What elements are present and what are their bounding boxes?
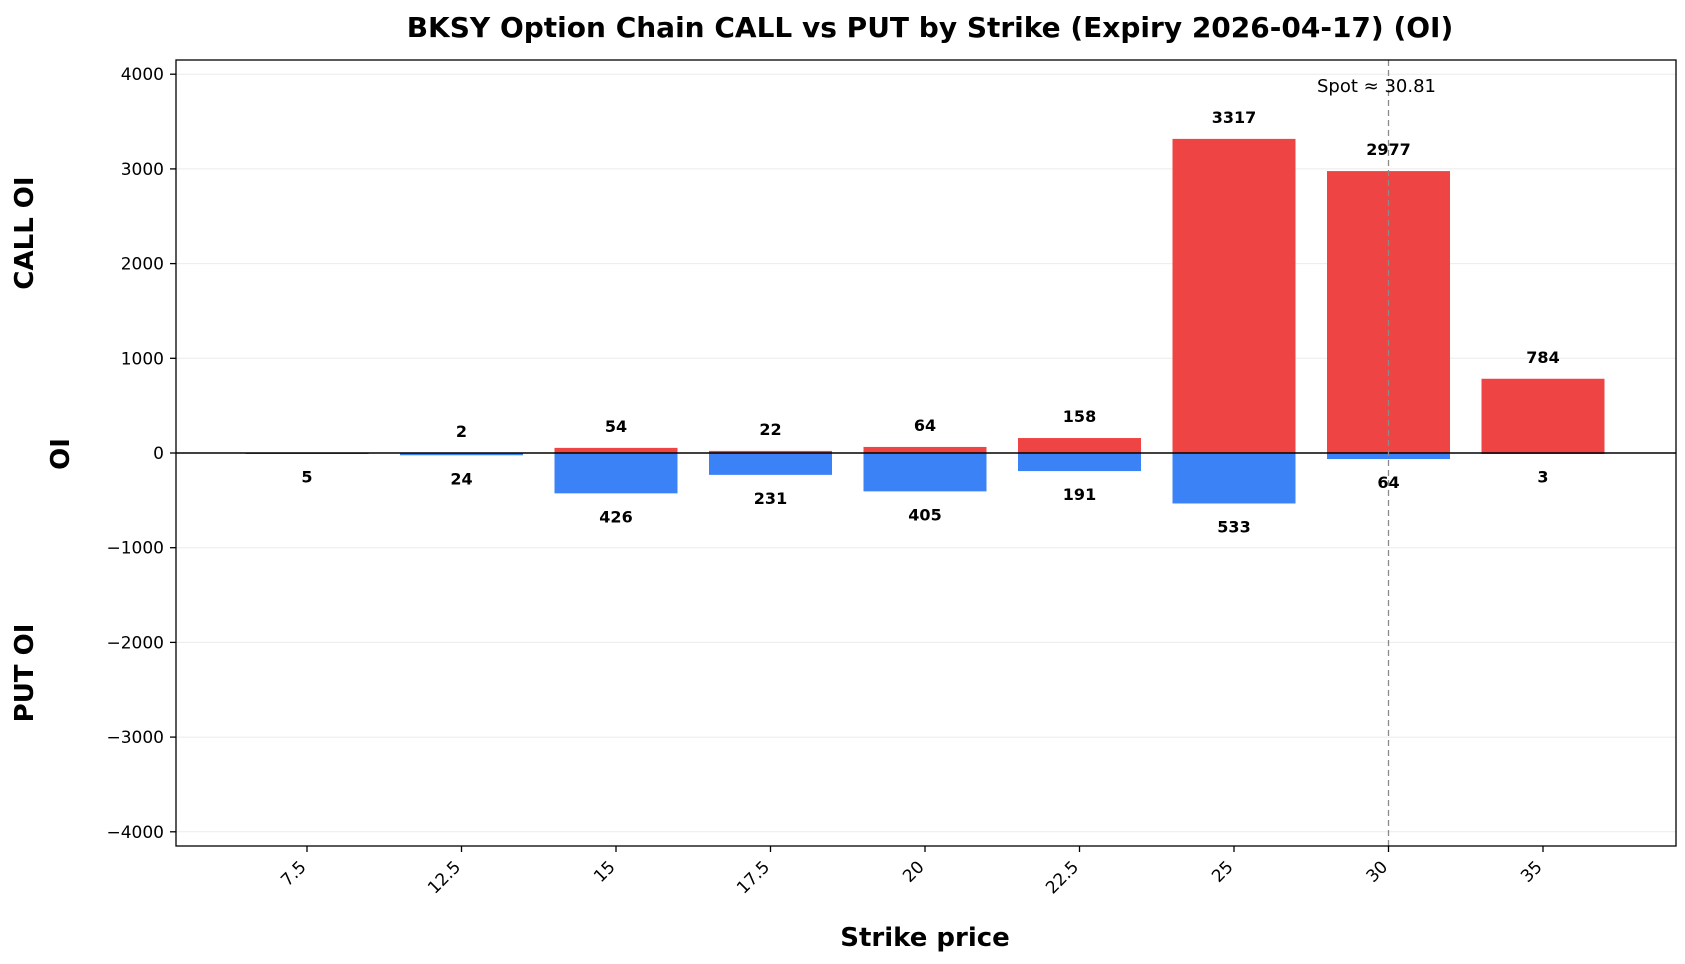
put-bar xyxy=(400,453,523,456)
call-bar xyxy=(1018,438,1141,453)
put-value-label: 533 xyxy=(1217,517,1250,536)
chart-title: BKSY Option Chain CALL vs PUT by Strike … xyxy=(407,11,1454,44)
y-tick-label: 4000 xyxy=(121,65,164,85)
put-value-label: 426 xyxy=(599,507,632,526)
put-value-label: 405 xyxy=(908,505,941,524)
call-bar xyxy=(1172,138,1296,453)
call-value-label: 64 xyxy=(914,416,936,435)
y-axis-label: OI xyxy=(46,438,76,470)
call-value-label: 2 xyxy=(456,422,467,441)
put-bar xyxy=(709,453,832,475)
put-value-label: 191 xyxy=(1063,485,1096,504)
put-oi-label: PUT OI xyxy=(10,624,40,723)
y-tick-label: −4000 xyxy=(106,823,164,843)
put-value-label: 5 xyxy=(301,467,312,486)
bar-labels: Spot ≈ 30.81 5 2 24 54 426 22 231 64 405 158 191 331… xyxy=(301,76,1559,536)
call-value-label: 3317 xyxy=(1212,108,1257,127)
call-value-label: 54 xyxy=(605,417,627,436)
y-tick-label: 0 xyxy=(153,444,164,464)
call-value-label: 158 xyxy=(1063,407,1096,426)
axes: 40003000200010000−1000−2000−3000−40007.5… xyxy=(106,59,1677,898)
y-tick-label: 3000 xyxy=(121,160,164,180)
y-tick-label: −2000 xyxy=(106,633,164,653)
call-oi-label: CALL OI xyxy=(10,176,40,289)
spot-label: Spot ≈ 30.81 xyxy=(1317,76,1436,97)
bars xyxy=(245,138,1605,504)
put-bar xyxy=(554,453,678,494)
put-value-label: 64 xyxy=(1377,473,1399,492)
put-bar xyxy=(863,453,987,492)
call-bar xyxy=(1481,378,1605,453)
x-axis-label: Strike price xyxy=(840,923,1010,953)
y-tick-label: −1000 xyxy=(106,539,164,559)
y-tick-label: 1000 xyxy=(121,349,164,369)
call-bar xyxy=(863,446,987,453)
call-value-label: 22 xyxy=(759,420,781,439)
y-tick-label: 2000 xyxy=(121,255,164,275)
y-tick-label: −3000 xyxy=(106,728,164,748)
put-bar xyxy=(1172,453,1296,504)
put-value-label: 24 xyxy=(450,469,472,488)
call-bar xyxy=(709,450,832,453)
call-value-label: 784 xyxy=(1526,348,1559,367)
put-bar xyxy=(1018,453,1141,472)
plot-frame xyxy=(175,59,1677,847)
call-bar xyxy=(554,447,678,453)
put-value-label: 3 xyxy=(1537,467,1548,486)
put-bar xyxy=(1327,453,1450,460)
put-value-label: 231 xyxy=(754,489,787,508)
call-value-label: 2977 xyxy=(1366,140,1411,159)
